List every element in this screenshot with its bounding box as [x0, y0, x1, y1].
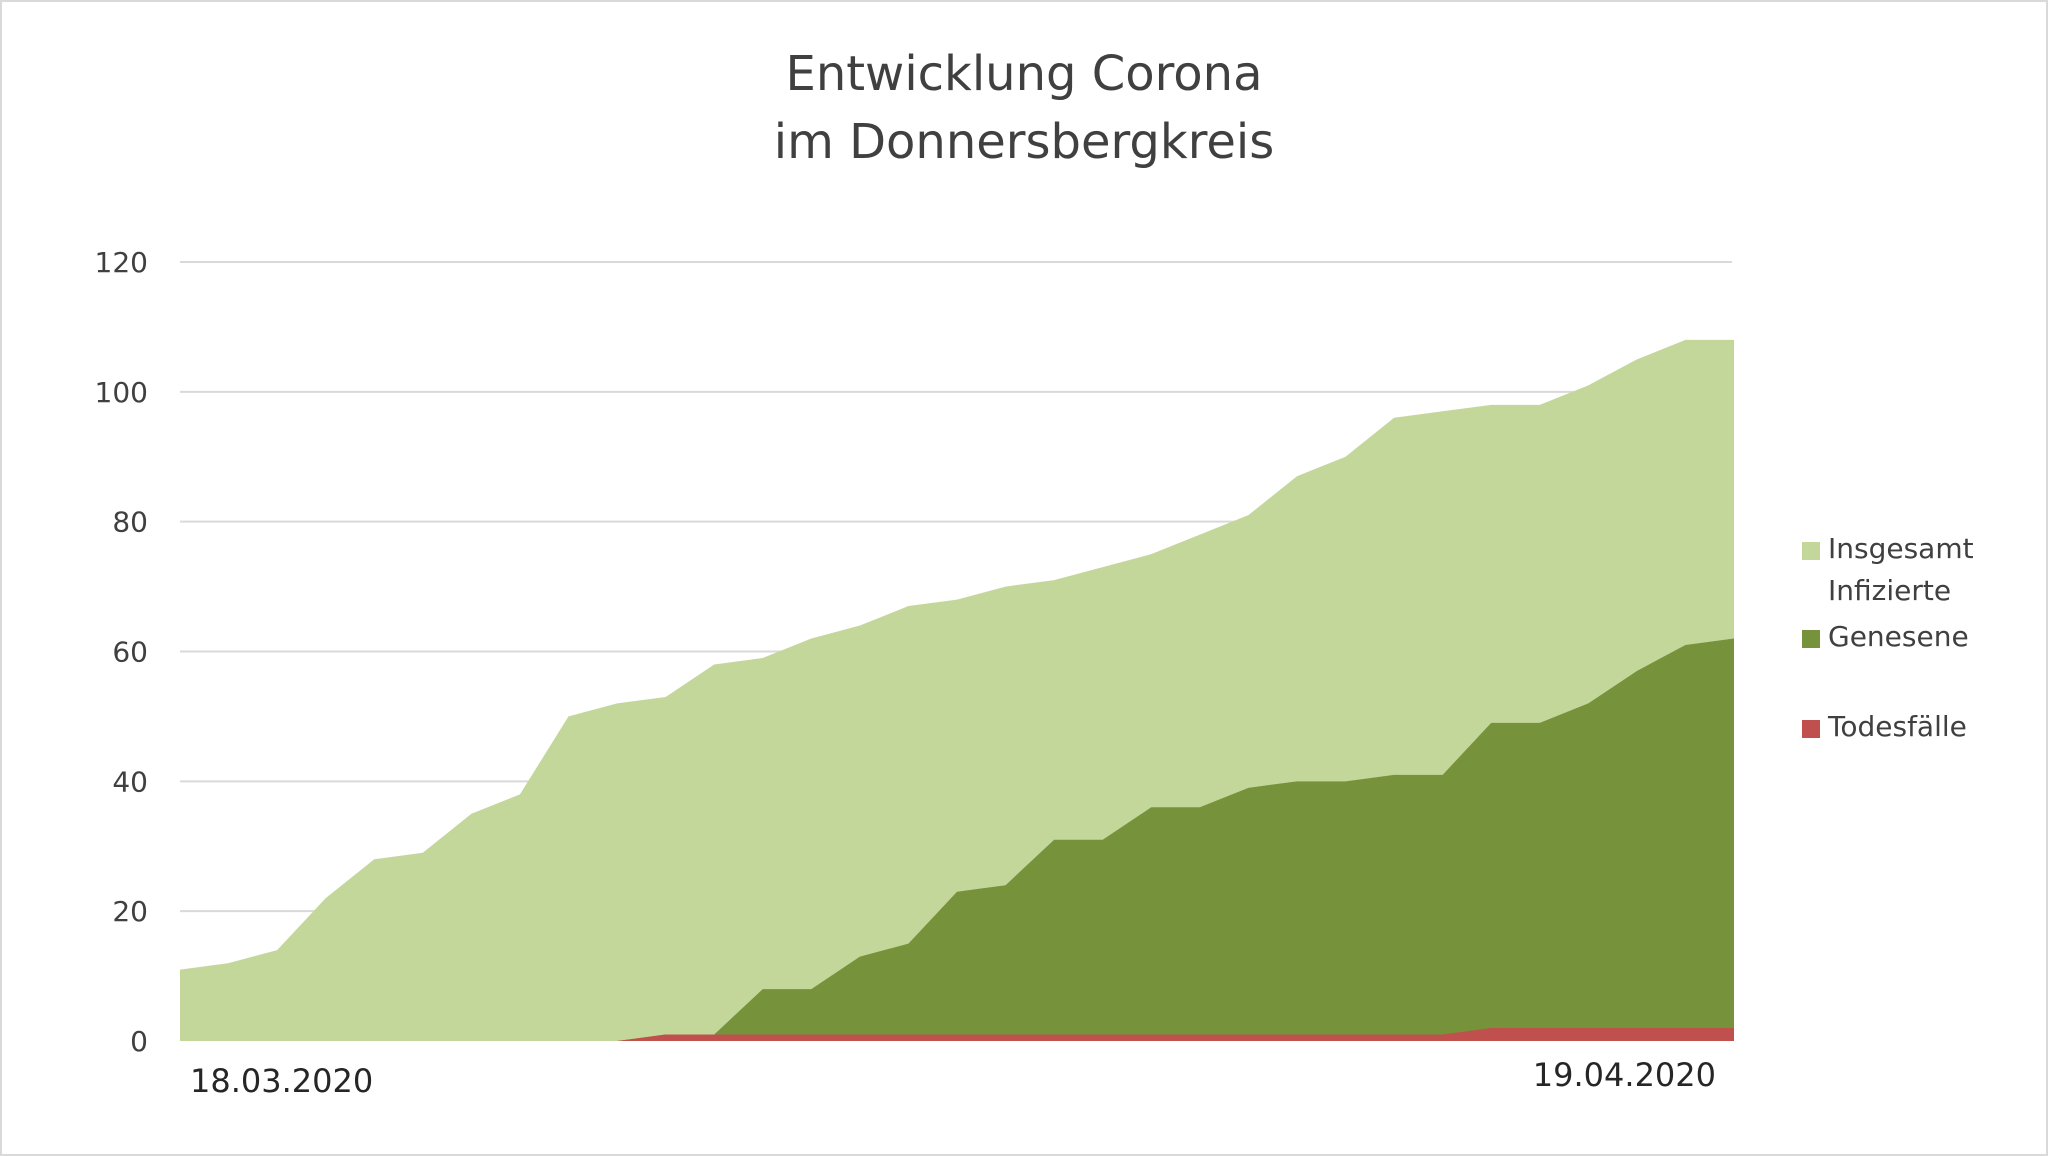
chart-title-line-2: im Donnersbergkreis	[773, 114, 1275, 170]
y-tick-label-80: 80	[112, 506, 148, 539]
y-tick-label-40: 40	[112, 765, 148, 798]
y-tick-label-60: 60	[112, 636, 148, 669]
legend-label-infizierte: Insgesamt Infizierte	[1828, 532, 1974, 607]
legend-item-genesene: Genesene	[1796, 616, 2036, 706]
legend-item-infizierte: Insgesamt Infizierte	[1796, 528, 2036, 616]
legend-swatch-infizierte	[1802, 542, 1820, 560]
legend: Insgesamt Infizierte Genesene Todesfälle	[1796, 528, 2036, 750]
area-todesfaelle	[180, 1028, 1734, 1041]
chart-title-line-1: Entwicklung Corona	[785, 46, 1263, 102]
legend-label-todesfaelle: Todesfälle	[1828, 710, 1967, 743]
y-tick-label-20: 20	[112, 895, 148, 928]
legend-label-genesene: Genesene	[1828, 620, 1969, 653]
y-tick-label-100: 100	[95, 376, 148, 409]
area-genesene	[180, 638, 1734, 1041]
legend-swatch-todesfaelle	[1802, 720, 1820, 738]
legend-item-todesfaelle: Todesfälle	[1796, 706, 2036, 750]
x-tick-label-start: 18.03.2020	[190, 1062, 373, 1100]
x-tick-label-end: 19.04.2020	[1533, 1056, 1716, 1094]
y-tick-label-120: 120	[95, 246, 148, 279]
y-tick-label-0: 0	[130, 1025, 148, 1058]
legend-swatch-genesene	[1802, 630, 1820, 648]
